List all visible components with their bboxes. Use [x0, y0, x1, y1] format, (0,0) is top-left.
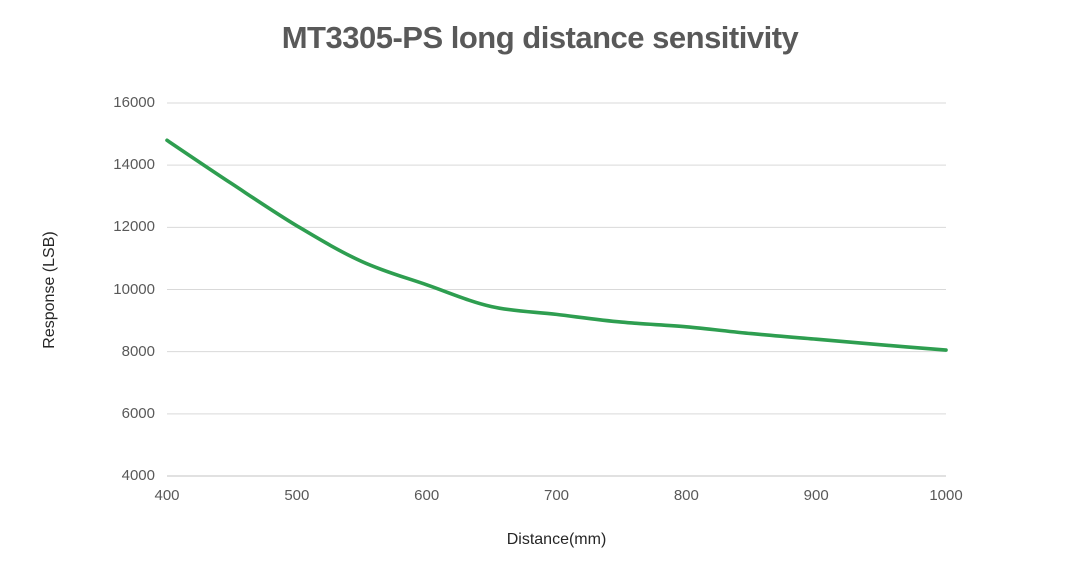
- y-tick-label: 12000: [113, 218, 155, 236]
- x-tick-label: 500: [284, 487, 310, 504]
- y-tick-label: 8000: [121, 342, 155, 360]
- gridlines: [167, 102, 946, 477]
- chart-title: MT3305-PS long distance sensitivity: [281, 20, 799, 55]
- y-tick-label: 4000: [121, 467, 155, 484]
- y-tick-label: 16000: [113, 94, 155, 111]
- x-tick-label: 1000: [929, 487, 963, 504]
- sensitivity-curve: [165, 138, 948, 352]
- x-tick-label: 800: [673, 487, 699, 504]
- x-tick-label: 400: [154, 487, 180, 504]
- x-tick-label: 600: [414, 487, 440, 504]
- y-tick-label: 6000: [121, 404, 155, 422]
- y-tick-label: 14000: [113, 156, 155, 174]
- x-tick-label: 900: [803, 487, 829, 504]
- y-tick-label: 10000: [113, 280, 155, 298]
- x-axis-title: Distance(mm): [506, 531, 607, 548]
- x-tick-label: 700: [543, 487, 570, 504]
